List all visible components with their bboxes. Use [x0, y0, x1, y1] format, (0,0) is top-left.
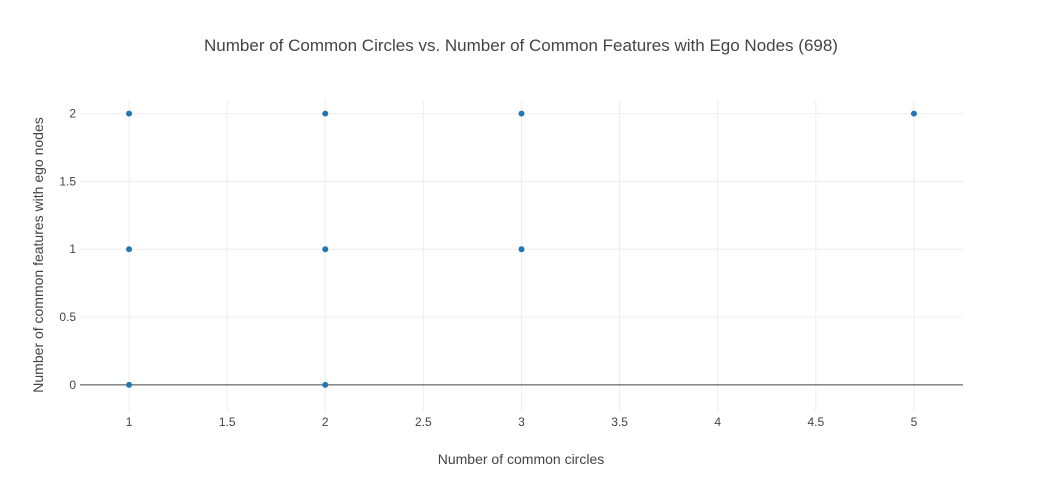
y-tick-label: 0.5	[59, 310, 76, 324]
data-point	[126, 110, 133, 117]
x-axis-ticks: 1 1.5 2 2.5 3 3.5 4 4.5 5	[126, 415, 918, 429]
data-point	[126, 381, 133, 388]
x-axis-title: Number of common circles	[438, 451, 605, 467]
x-tick-label: 3.5	[611, 415, 628, 429]
x-tick-label: 4	[714, 415, 721, 429]
x-tick-label: 2.5	[415, 415, 432, 429]
y-axis-ticks: 0 0.5 1 1.5 2	[59, 107, 76, 392]
x-tick-label: 1	[126, 415, 133, 429]
data-point	[322, 246, 329, 253]
y-tick-label: 1	[69, 242, 76, 256]
y-tick-label: 1.5	[59, 174, 76, 188]
x-tick-label: 5	[911, 415, 918, 429]
chart-title: Number of Common Circles vs. Number of C…	[204, 36, 838, 55]
data-points	[126, 110, 917, 388]
data-point	[322, 381, 329, 388]
data-point	[518, 246, 525, 253]
y-tick-label: 0	[69, 378, 76, 392]
y-tick-label: 2	[69, 107, 76, 121]
grid	[80, 100, 963, 412]
data-point	[322, 110, 329, 117]
data-point	[518, 110, 525, 117]
x-tick-label: 4.5	[807, 415, 824, 429]
y-axis-title: Number of common features with ego nodes	[30, 117, 46, 392]
x-tick-label: 3	[518, 415, 525, 429]
data-point	[910, 110, 917, 117]
x-tick-label: 2	[322, 415, 329, 429]
data-point	[126, 246, 133, 253]
x-tick-label: 1.5	[219, 415, 236, 429]
